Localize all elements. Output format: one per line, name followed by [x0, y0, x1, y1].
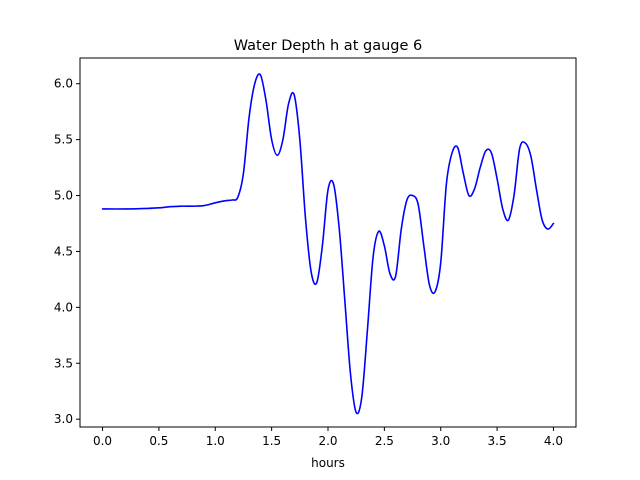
- y-tick-label: 4.5: [54, 244, 73, 258]
- x-tick-label: 4.0: [544, 434, 563, 448]
- chart-title: Water Depth h at gauge 6: [234, 38, 422, 54]
- x-axis-label: hours: [311, 456, 345, 470]
- y-tick-label: 5.0: [54, 189, 73, 203]
- x-tick-label: 0.5: [149, 434, 168, 448]
- y-tick-label: 5.5: [54, 133, 73, 147]
- y-tick-label: 3.0: [54, 412, 73, 426]
- x-tick-label: 1.0: [206, 434, 225, 448]
- x-tick-label: 2.5: [375, 434, 394, 448]
- y-tick-label: 6.0: [54, 77, 73, 91]
- y-tick-label: 3.5: [54, 356, 73, 370]
- x-tick-label: 3.0: [431, 434, 450, 448]
- series-line: [101, 73, 555, 415]
- plot-frame: [79, 57, 577, 428]
- x-tick-label: 1.5: [262, 434, 281, 448]
- y-tick-label: 4.0: [54, 300, 73, 314]
- y-axis-ticks: 3.0 3.5 4.0 4.5 5.0 5.5 6.0: [54, 77, 80, 426]
- x-tick-label: 0.0: [93, 434, 112, 448]
- plot-background: [80, 58, 576, 427]
- x-tick-label: 2.0: [318, 434, 337, 448]
- x-axis-ticks: 0.0 0.5 1.0 1.5 2.0 2.5 3.0 3.5 4.0: [93, 427, 563, 448]
- x-tick-label: 3.5: [488, 434, 507, 448]
